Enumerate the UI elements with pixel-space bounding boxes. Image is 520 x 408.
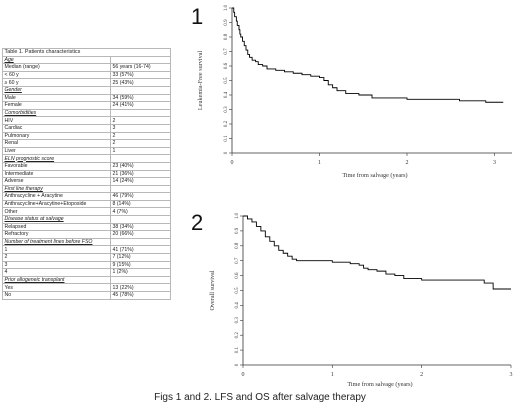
y-tick-label: 0.2 [224, 120, 229, 127]
x-tick-label: 2 [406, 160, 409, 166]
chart-1-group: 0 0.1 0.2 0.3 0.4 0.5 0.6 0.7 0.8 0.9 1.0 0 1 2 3 Time … [197, 4, 512, 179]
x-tick-label: 3 [510, 372, 513, 378]
y-axis-label: Leukemia-Free survival [197, 51, 204, 111]
y-axis-label: Overall survival [209, 270, 216, 310]
y-tick-label: 0.6 [224, 62, 229, 69]
y-tick-label: 0.3 [224, 106, 229, 113]
x-tick-label: 3 [493, 160, 496, 166]
y-tick-label: 1.0 [235, 212, 240, 219]
y-tick-label: 0.5 [235, 287, 240, 294]
figure-caption: Figs 1 and 2. LFS and OS after salvage t… [154, 392, 366, 403]
x-tick-label: 0 [231, 160, 234, 166]
table-row: No 45 (78%) [2, 291, 171, 300]
y-tick-label: 0.1 [235, 346, 240, 353]
table-body: Table 1. Patients characteristics Age Med… [2, 48, 171, 300]
survival-curve [243, 215, 511, 290]
figure-2-number: 2 [191, 210, 204, 235]
y-tick-label: 0 [224, 151, 229, 154]
chart-2-group: 0 0.1 0.2 0.3 0.4 0.5 0.6 0.7 0.8 0.9 1.0 0 1 2 3 Time … [209, 212, 513, 388]
y-tick-label: 0.7 [235, 257, 240, 264]
y-tick-label: 1.0 [224, 4, 229, 11]
y-tick-label: 0.4 [224, 91, 229, 98]
y-tick-label: 0.4 [235, 302, 240, 309]
survival-curve [232, 7, 504, 103]
y-tick-label: 0.6 [235, 272, 240, 279]
y-tick-label: 0.3 [235, 317, 240, 324]
row-value: 45 (78%) [110, 291, 171, 300]
x-tick-label: 1 [318, 160, 321, 166]
x-tick-label: 1 [331, 372, 334, 378]
x-tick-label: 0 [242, 372, 245, 378]
y-tick-label: 0.9 [224, 19, 229, 26]
x-axis-label: Time from salvage (years) [347, 381, 412, 388]
y-tick-label: 0.2 [235, 332, 240, 339]
y-tick-label: 0.1 [224, 135, 229, 142]
y-tick-label: 0.8 [235, 242, 240, 249]
y-tick-label: 0.5 [224, 77, 229, 84]
y-tick-label: 0.9 [235, 227, 240, 234]
x-axis-label: Time from salvage (years) [342, 172, 407, 179]
figure-1-number: 1 [191, 4, 204, 29]
y-tick-label: 0 [235, 363, 240, 366]
patient-characteristics-table: Table 1. Patients characteristics Age Med… [2, 48, 171, 300]
y-tick-label: 0.7 [224, 48, 229, 55]
x-tick-label: 2 [420, 372, 423, 378]
y-tick-label: 0.8 [224, 33, 229, 40]
